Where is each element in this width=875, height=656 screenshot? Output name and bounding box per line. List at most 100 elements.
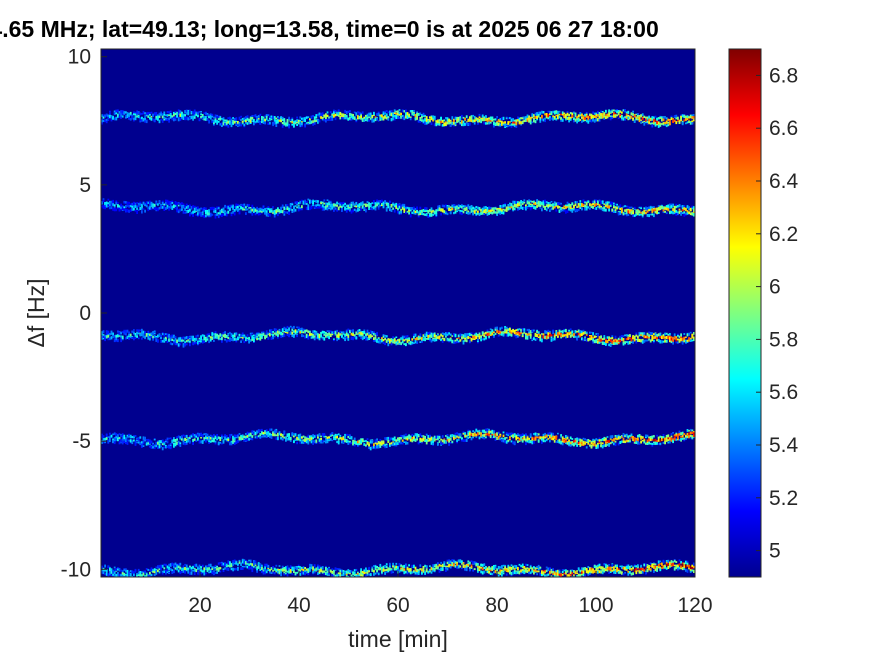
trace-cell [193, 341, 196, 343]
trace-cell [174, 337, 177, 341]
trace-cell [209, 336, 212, 339]
trace-cell [550, 205, 553, 207]
trace-cell [129, 333, 132, 338]
trace-cell [307, 116, 310, 118]
trace-cell [208, 215, 210, 218]
trace-cell [680, 333, 682, 337]
trace-cell [665, 117, 668, 120]
trace-cell [457, 334, 460, 338]
trace-cell [387, 111, 390, 114]
trace-cell [598, 115, 601, 119]
trace-cell [267, 119, 270, 122]
trace-cell [209, 212, 212, 216]
trace-cell [176, 438, 178, 441]
trace-cell [553, 115, 556, 119]
trace-cell [549, 202, 551, 206]
trace-cell [161, 441, 164, 444]
trace-cell [294, 329, 297, 333]
trace-cell [163, 111, 166, 114]
trace-cell [326, 111, 329, 114]
trace-cell [115, 112, 118, 115]
trace-cell [501, 333, 503, 336]
trace-cell [245, 208, 247, 211]
trace-cell [488, 121, 490, 125]
trace-cell [424, 337, 426, 340]
trace-cell [459, 205, 462, 208]
trace-cell [176, 209, 178, 213]
trace-cell [102, 116, 105, 119]
trace-cell [326, 333, 329, 337]
trace-cell [102, 198, 105, 201]
trace-cell [267, 114, 270, 116]
trace-cell [547, 204, 550, 207]
trace-cell [253, 339, 255, 343]
trace-cell [369, 117, 372, 120]
trace-cell [550, 111, 553, 115]
trace-cell [573, 111, 575, 114]
trace-cell [558, 110, 561, 113]
trace-cell [165, 119, 167, 121]
trace-cell [424, 333, 426, 336]
trace-cell [385, 110, 388, 113]
trace-cell [529, 334, 532, 337]
trace-cell [105, 203, 108, 207]
trace-cell [592, 203, 594, 206]
trace-cell [257, 332, 260, 336]
trace-cell [513, 334, 516, 337]
trace-cell [475, 206, 478, 209]
trace-cell [641, 333, 644, 337]
trace-cell [144, 436, 146, 440]
trace-cell [208, 212, 210, 216]
trace-cell [107, 119, 110, 121]
trace-cell [366, 116, 369, 120]
trace-cell [446, 122, 449, 125]
trace-cell [331, 203, 334, 207]
trace-cell [208, 116, 210, 119]
trace-cell [653, 123, 655, 125]
trace-cell [259, 213, 262, 215]
trace-cell [288, 435, 290, 439]
trace-cell [608, 343, 610, 347]
trace-cell [281, 119, 284, 121]
trace-cell [517, 328, 519, 331]
trace-cell [491, 329, 494, 332]
trace-cell [270, 118, 273, 121]
trace-cell [136, 329, 138, 332]
trace-cell [336, 335, 338, 339]
trace-cell [193, 434, 196, 436]
trace-cell [257, 213, 260, 216]
trace-cell [203, 334, 206, 337]
trace-cell [611, 201, 614, 205]
trace-cell [142, 445, 145, 447]
trace-cell [536, 329, 538, 332]
trace-cell [517, 208, 519, 211]
trace-cell [568, 204, 570, 208]
trace-cell [366, 113, 369, 116]
trace-cell [517, 331, 519, 335]
trace-cell [275, 333, 278, 336]
trace-cell [251, 337, 254, 341]
trace-cell [273, 209, 276, 213]
trace-cell [171, 202, 174, 204]
trace-cell [297, 205, 300, 209]
trace-cell [529, 117, 532, 120]
trace-cell [653, 333, 655, 336]
trace-cell [243, 439, 246, 442]
trace-cell [438, 335, 441, 339]
trace-cell [635, 113, 638, 116]
trace-cell [323, 118, 326, 122]
trace-cell [501, 210, 503, 214]
trace-cell [413, 333, 415, 336]
trace-cell [542, 118, 545, 122]
trace-cell [673, 205, 676, 210]
trace-cell [315, 199, 318, 203]
trace-cell [217, 441, 220, 446]
trace-cell [581, 120, 583, 123]
trace-cell [565, 333, 567, 337]
trace-cell [577, 203, 580, 206]
trace-cell [552, 204, 554, 209]
trace-cell [283, 331, 286, 333]
trace-cell [597, 202, 599, 206]
trace-cell [622, 335, 625, 338]
trace-cell [525, 204, 527, 207]
